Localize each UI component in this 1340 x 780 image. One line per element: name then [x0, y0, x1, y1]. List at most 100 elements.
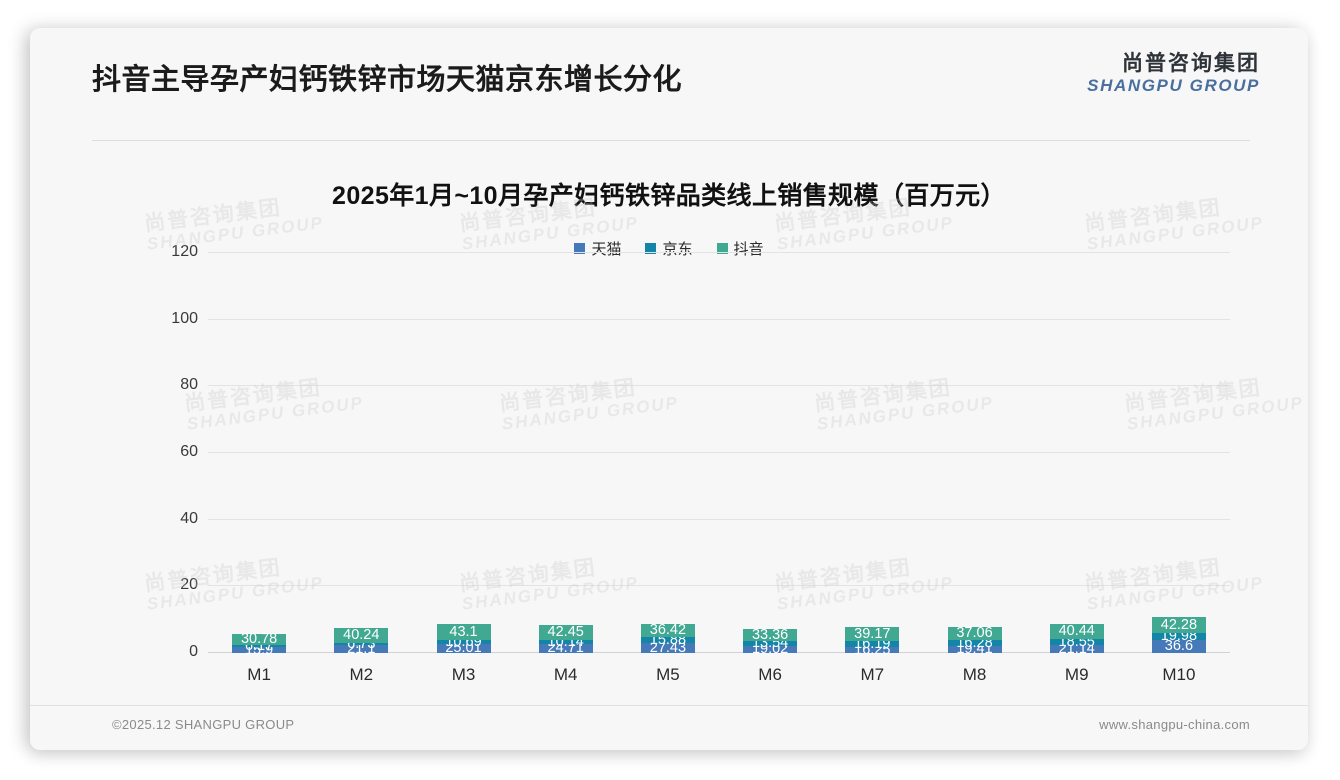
bar-segment-douyin[interactable]: 39.17: [845, 625, 900, 642]
legend-label: 京东: [662, 241, 693, 258]
bar-stack[interactable]: 21.1 6.73 40.24: [334, 610, 389, 656]
y-axis-tick-label: 40: [180, 509, 198, 527]
bar-segment-douyin[interactable]: 42.45: [538, 625, 593, 641]
chart-subtitle: 2025年1月~10月孕产妇钙铁锌品类线上销售规模（百万元）: [332, 182, 1006, 210]
chart-gridlines: 0 20 40 60 80 100 120: [171, 243, 1230, 660]
bar-segment-jd[interactable]: 6.73: [334, 637, 389, 651]
bar-segment-douyin[interactable]: 43.1: [436, 624, 491, 641]
bar-segment-jd[interactable]: 10.69: [436, 635, 491, 649]
bar-segment-tmall[interactable]: 36.6: [1151, 638, 1206, 655]
legend-swatch-icon: [645, 243, 657, 254]
legend-swatch-icon: [716, 243, 728, 254]
y-axis-tick-label: 120: [171, 243, 198, 260]
bar-value-label: 37.06: [956, 625, 993, 642]
report-card: 尚普咨询集团 SHANGPU GROUP 尚普咨询集团 SHANGPU GROUP 尚普…: [30, 28, 1308, 750]
gridline: 60: [180, 443, 1230, 460]
bar-value-label: 36.42: [649, 622, 687, 639]
bar-value-label: 40.44: [1058, 623, 1095, 640]
bar-value-label: 25.01: [445, 640, 482, 657]
bar-value-label: 33.36: [751, 626, 789, 643]
bar-value-label: 42.28: [1160, 616, 1198, 633]
bar-stack[interactable]: 15.9 6.17 30.78: [232, 610, 287, 657]
x-axis-tick-label: M7: [860, 665, 885, 684]
bar-column[interactable]: 15.9 6.17 30.78 M1: [208, 253, 310, 684]
bar-segment-douyin[interactable]: 33.36: [743, 626, 798, 643]
logo-english-text: SHANGPU GROUP: [1087, 76, 1260, 96]
bar-stack[interactable]: 19.41 16.28 37.06: [947, 610, 1002, 656]
bar-value-label: 21.14: [1058, 640, 1095, 657]
y-axis-tick-label: 0: [189, 643, 198, 660]
footer-website[interactable]: www.shangpu-china.com: [1099, 717, 1250, 732]
bar-segment-douyin[interactable]: 36.42: [640, 622, 695, 639]
bar-value-label: 21.1: [347, 640, 376, 657]
y-axis-tick-label: 20: [180, 576, 198, 594]
chart-plot-area: 0 20 40 60 80 100 120 15.9 6.17 30.78 M1 21.1 6.73 4…: [140, 243, 1240, 693]
legend-label: 天猫: [591, 241, 622, 258]
bar-column[interactable]: 16.25 16.19 39.17 M7: [821, 253, 923, 684]
bar-value-label: 39.17: [854, 625, 891, 642]
x-axis-tick-label: M3: [451, 665, 476, 684]
page-title: 抖音主导孕产妇钙铁锌市场天猫京东增长分化: [92, 64, 683, 96]
bar-segment-tmall[interactable]: 27.43: [640, 639, 695, 656]
legend-swatch-icon: [574, 243, 586, 254]
bar-segment-jd[interactable]: 19.98: [1151, 629, 1206, 643]
y-axis-tick-label: 80: [180, 376, 198, 394]
bar-segment-tmall[interactable]: 21.14: [1049, 642, 1104, 656]
header-divider: [92, 140, 1250, 141]
bar-segment-jd[interactable]: 18.55: [1049, 635, 1104, 649]
card-header: 抖音主导孕产妇钙铁锌市场天猫京东增长分化 尚普咨询集团 SHANGPU GROU…: [30, 28, 1308, 118]
y-axis-tick-label: 60: [180, 443, 198, 460]
legend-item-0[interactable]: 天猫: [574, 238, 621, 259]
bar-stack[interactable]: 36.6 19.98 42.28: [1151, 610, 1206, 655]
x-axis-tick-label: M1: [247, 665, 271, 684]
gridline: 0: [189, 643, 1230, 660]
bar-value-label: 30.78: [240, 631, 278, 648]
brand-logo: 尚普咨询集团 SHANGPU GROUP: [1087, 52, 1260, 96]
bar-stack[interactable]: 19.02 13.54 33.36: [743, 610, 798, 656]
footer-copyright: ©2025.12 SHANGPU GROUP: [112, 717, 295, 732]
x-axis-tick-label: M9: [1064, 665, 1089, 684]
bar-value-label: 40.24: [343, 627, 380, 644]
bar-segment-jd[interactable]: 10.14: [538, 635, 593, 649]
bar-stack[interactable]: 21.14 18.55 40.44: [1049, 610, 1104, 656]
bar-column[interactable]: 19.41 16.28 37.06 M8: [923, 253, 1025, 684]
x-axis-tick-label: M5: [656, 665, 680, 684]
bar-segment-douyin[interactable]: 30.78: [232, 631, 287, 648]
bar-stack[interactable]: 24.71 10.14 42.45: [538, 610, 593, 657]
bar-value-label: 36.6: [1164, 638, 1194, 655]
bar-column[interactable]: 27.43 15.88 36.42 M5: [617, 253, 719, 684]
bar-segment-jd[interactable]: 15.88: [640, 633, 695, 647]
gridline: 100: [171, 310, 1230, 327]
legend-item-2[interactable]: 抖音: [716, 238, 764, 259]
bar-column[interactable]: 21.1 6.73 40.24 M2: [310, 253, 412, 684]
y-axis-tick-label: 100: [171, 309, 198, 327]
bar-stack[interactable]: 27.43 15.88 36.42: [640, 610, 695, 656]
chart-bars: 15.9 6.17 30.78 M1 21.1 6.73 40.24 M2 25.01 10.69…: [208, 253, 1230, 684]
bar-column[interactable]: 19.02 13.54 33.36 M6: [719, 253, 821, 684]
bar-stack[interactable]: 16.25 16.19 39.17: [845, 610, 900, 657]
bar-column[interactable]: 21.14 18.55 40.44 M9: [1026, 253, 1128, 684]
legend-item-1[interactable]: 京东: [645, 238, 693, 259]
bar-segment-douyin[interactable]: 37.06: [947, 625, 1002, 642]
bar-segment-tmall[interactable]: 25.01: [436, 640, 491, 657]
legend-label: 抖音: [733, 241, 764, 258]
bar-column[interactable]: 25.01 10.69 43.1 M3: [412, 253, 514, 684]
bar-segment-douyin[interactable]: 40.24: [334, 627, 389, 644]
bar-segment-jd[interactable]: 16.19: [845, 637, 900, 651]
logo-chinese-text: 尚普咨询集团: [1122, 52, 1260, 75]
bar-column[interactable]: 36.6 19.98 42.28 M10: [1128, 253, 1230, 684]
bar-stack[interactable]: 25.01 10.69 43.1: [436, 610, 491, 657]
footer-divider: [30, 705, 1308, 706]
bar-value-label: 24.71: [547, 640, 584, 657]
gridline: 40: [180, 510, 1230, 527]
x-axis-tick-label: M8: [962, 665, 987, 684]
bar-segment-tmall[interactable]: 24.71: [538, 640, 593, 657]
bar-segment-douyin[interactable]: 40.44: [1049, 623, 1104, 640]
gridline: 20: [180, 576, 1230, 593]
bar-segment-douyin[interactable]: 42.28: [1151, 616, 1206, 633]
bar-value-label: 27.43: [649, 639, 687, 656]
bar-segment-tmall[interactable]: 21.1: [334, 642, 389, 656]
bar-column[interactable]: 24.71 10.14 42.45 M4: [515, 253, 617, 684]
gridline: 80: [180, 376, 1230, 393]
bar-value-label: 43.1: [449, 624, 478, 640]
